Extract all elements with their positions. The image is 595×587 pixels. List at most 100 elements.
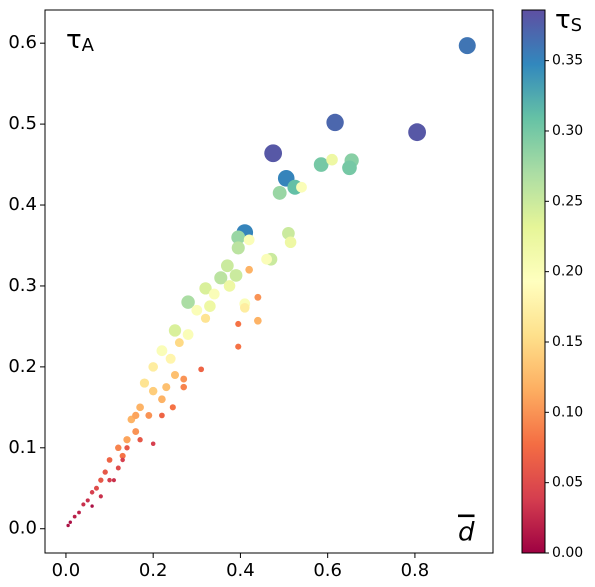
point xyxy=(68,520,72,524)
y-tick-label: 0.6 xyxy=(8,32,37,53)
point xyxy=(139,378,150,388)
point xyxy=(261,253,272,265)
point xyxy=(90,504,94,508)
x-tick-label: 0.6 xyxy=(313,560,342,581)
point xyxy=(243,234,255,246)
point xyxy=(72,514,77,519)
point xyxy=(200,313,211,323)
point xyxy=(156,345,168,357)
point xyxy=(264,144,283,163)
x-tick-label: 0.8 xyxy=(401,560,430,581)
point xyxy=(180,375,188,383)
point xyxy=(162,383,171,392)
point xyxy=(199,282,212,295)
colorbar-tick-label: 0.05 xyxy=(552,475,583,491)
point xyxy=(282,226,295,240)
x-tick-label: 0.4 xyxy=(226,560,255,581)
point xyxy=(458,37,476,55)
point xyxy=(272,185,287,200)
point xyxy=(136,403,144,412)
point xyxy=(191,304,203,316)
point xyxy=(66,523,70,528)
point xyxy=(245,265,253,274)
point xyxy=(174,338,184,348)
point xyxy=(137,437,143,443)
point xyxy=(132,428,140,436)
point xyxy=(89,490,95,495)
point xyxy=(296,181,307,193)
point xyxy=(159,412,165,419)
point xyxy=(229,269,243,282)
point xyxy=(168,324,182,337)
point xyxy=(254,316,262,325)
colorbar xyxy=(521,9,546,554)
point xyxy=(123,436,131,444)
point xyxy=(148,362,158,372)
colorbar-tick-label: 0.30 xyxy=(552,123,583,139)
plot-frame xyxy=(44,9,494,554)
point xyxy=(119,452,126,459)
annotation-symbol: τ xyxy=(66,25,82,55)
x-label: d xyxy=(458,518,475,548)
point xyxy=(107,477,112,483)
point xyxy=(342,160,357,176)
point xyxy=(102,469,108,475)
point xyxy=(115,444,122,452)
point xyxy=(313,157,329,172)
point xyxy=(106,457,113,463)
point xyxy=(181,295,195,309)
point xyxy=(223,280,236,292)
point xyxy=(408,123,426,142)
point xyxy=(115,465,121,471)
point xyxy=(208,288,220,300)
point xyxy=(132,411,140,420)
point xyxy=(170,370,180,379)
point xyxy=(111,478,117,483)
x-tick-label: 0.0 xyxy=(52,560,81,581)
point xyxy=(204,300,216,312)
point xyxy=(220,259,234,273)
point xyxy=(145,411,153,419)
point xyxy=(231,230,246,245)
point xyxy=(284,236,297,249)
point xyxy=(235,320,242,328)
point xyxy=(98,494,103,499)
point xyxy=(326,113,344,132)
point xyxy=(182,329,194,340)
x-tick-label: 0.2 xyxy=(139,560,168,581)
point xyxy=(180,383,187,391)
point xyxy=(169,404,176,411)
colorbar-tick-label: 0.15 xyxy=(552,334,583,350)
y-tick-label: 0.0 xyxy=(8,518,37,539)
point xyxy=(158,395,166,404)
point xyxy=(231,241,245,255)
y-tick-label: 0.3 xyxy=(8,275,37,296)
point xyxy=(124,445,130,451)
annotation-subscript: A xyxy=(82,35,95,56)
point xyxy=(148,386,158,396)
point xyxy=(214,271,228,285)
colorbar-label-symbol: τ xyxy=(555,5,571,35)
y-tick-label: 0.1 xyxy=(8,437,37,458)
point xyxy=(326,153,338,166)
point xyxy=(94,485,99,491)
colorbar-tick-label: 0.10 xyxy=(552,404,583,420)
point xyxy=(239,302,250,313)
point xyxy=(77,510,81,515)
y-tick-label: 0.2 xyxy=(8,356,37,377)
y-tick-label: 0.4 xyxy=(8,194,37,215)
point xyxy=(198,366,205,373)
point xyxy=(165,353,176,364)
colorbar-tick-label: 0.00 xyxy=(552,545,583,561)
point xyxy=(98,477,104,483)
point xyxy=(81,502,86,507)
colorbar-tick-label: 0.20 xyxy=(552,264,583,280)
y-tick-label: 0.5 xyxy=(8,113,37,134)
point xyxy=(254,293,262,301)
point xyxy=(120,457,125,463)
point xyxy=(150,441,156,447)
colorbar-label: τS xyxy=(555,5,582,37)
colorbar-label-subscript: S xyxy=(571,15,582,36)
colorbar-tick-label: 0.35 xyxy=(552,53,583,69)
